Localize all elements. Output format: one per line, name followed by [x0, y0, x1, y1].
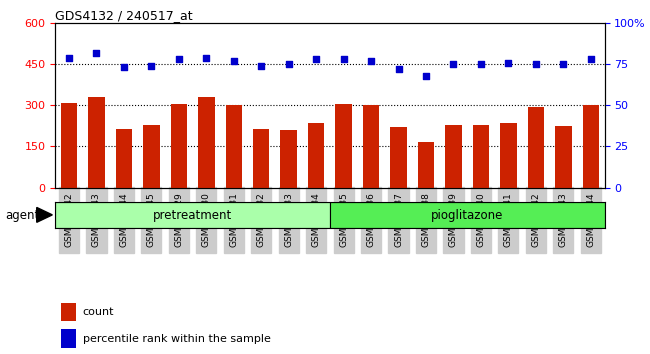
Point	[64, 55, 74, 61]
Bar	[60, 103, 77, 188]
Text: GDS4132 / 240517_at: GDS4132 / 240517_at	[55, 9, 193, 22]
Point	[421, 73, 431, 79]
Point	[476, 61, 486, 67]
Point	[558, 61, 569, 67]
Text: percentile rank within the sample: percentile rank within the sample	[83, 334, 270, 344]
Bar	[60, 329, 76, 348]
Point	[503, 60, 514, 65]
Bar	[363, 105, 380, 188]
Point	[201, 55, 211, 61]
Bar	[418, 142, 434, 188]
Bar	[55, 202, 330, 228]
Text: pretreatment: pretreatment	[153, 209, 232, 222]
Point	[448, 61, 459, 67]
Point	[229, 58, 239, 64]
Bar	[226, 105, 242, 188]
Point	[586, 56, 596, 62]
Bar	[555, 126, 571, 188]
Bar	[280, 130, 297, 188]
Text: agent: agent	[5, 210, 40, 222]
Bar	[473, 125, 489, 188]
Bar	[116, 129, 132, 188]
Point	[256, 63, 266, 69]
Bar	[390, 127, 407, 188]
Text: pioglitazone: pioglitazone	[431, 209, 503, 222]
Bar	[330, 202, 604, 228]
Point	[119, 65, 129, 70]
Bar	[500, 123, 517, 188]
Point	[91, 50, 101, 56]
Bar	[88, 97, 105, 188]
Point	[530, 61, 541, 67]
Bar	[253, 129, 270, 188]
Polygon shape	[36, 207, 52, 222]
Point	[283, 61, 294, 67]
Bar	[198, 97, 214, 188]
Point	[174, 56, 184, 62]
Point	[339, 56, 349, 62]
Bar	[308, 123, 324, 188]
Text: count: count	[83, 307, 114, 317]
Point	[146, 63, 157, 69]
Point	[393, 66, 404, 72]
Point	[311, 56, 321, 62]
Bar	[170, 104, 187, 188]
Bar	[528, 107, 544, 188]
Bar	[445, 125, 462, 188]
Bar	[60, 303, 76, 321]
Bar	[582, 105, 599, 188]
Bar	[335, 104, 352, 188]
Bar	[143, 125, 160, 188]
Point	[366, 58, 376, 64]
